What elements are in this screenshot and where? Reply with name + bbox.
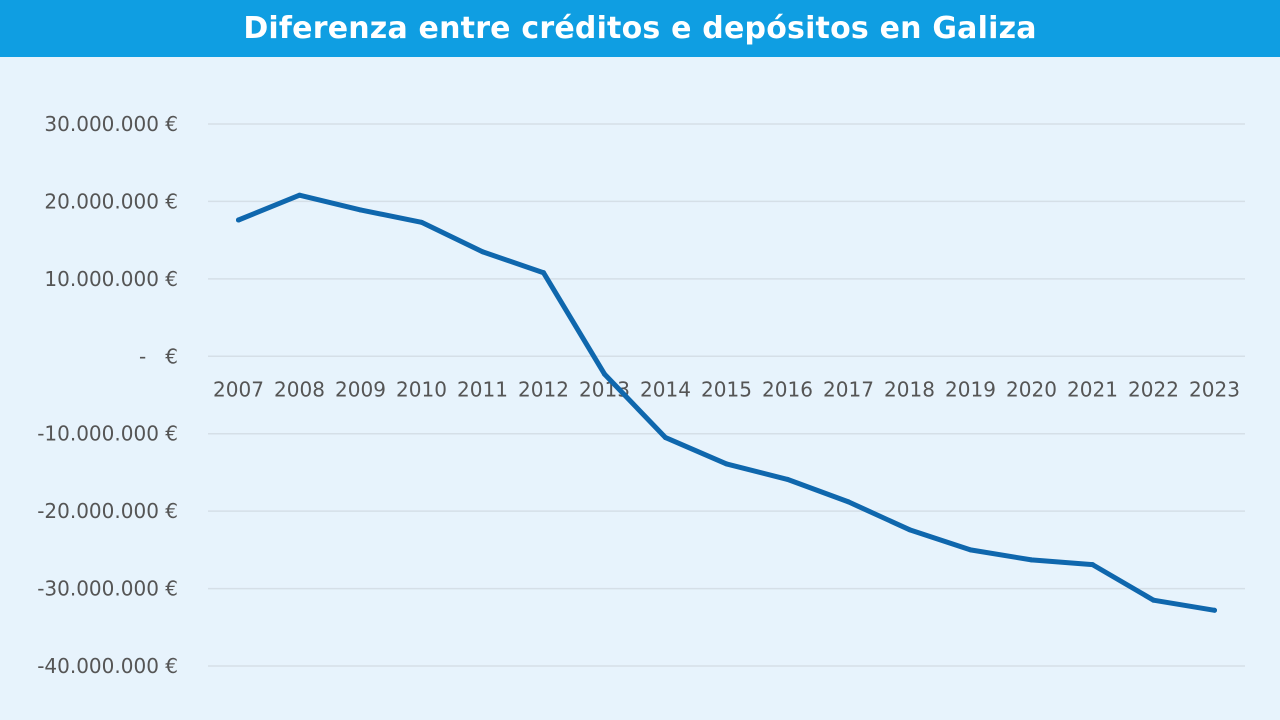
- grid-lines: [208, 123, 1245, 667]
- x-tick-label: 2014: [640, 377, 691, 401]
- x-tick-label: 2017: [823, 377, 874, 401]
- series-layer: [236, 192, 1217, 613]
- x-tick-label: 2020: [1006, 377, 1057, 401]
- x-tick-label: 2021: [1067, 377, 1118, 401]
- data-point: [602, 371, 607, 377]
- line-chart: 30.000.000 € 20.000.000 € 10.000.000 € - € -…: [37, 112, 1245, 678]
- data-point: [236, 217, 241, 223]
- x-tick-label: 2023: [1189, 377, 1240, 401]
- x-tick-label: 2016: [762, 377, 813, 401]
- chart-title: Diferenza entre créditos e depósitos en …: [243, 11, 1037, 46]
- data-point: [968, 547, 973, 553]
- data-point: [724, 461, 729, 467]
- y-axis-ticks: 30.000.000 € 20.000.000 € 10.000.000 € - € -…: [37, 112, 178, 678]
- x-axis-ticks: 2007 2008 2009 2010 2011 2012 2013 2014 2015 2016…: [213, 377, 1240, 401]
- data-point: [419, 219, 424, 225]
- y-tick-label: - €: [139, 344, 178, 368]
- data-point: [1151, 597, 1156, 603]
- data-point: [663, 435, 668, 441]
- data-point: [846, 499, 851, 505]
- y-tick-label: -10.000.000 €: [37, 422, 178, 446]
- chart-title-bar: Diferenza entre créditos e depósitos en …: [0, 0, 1280, 57]
- data-point: [480, 249, 485, 255]
- data-point: [1212, 607, 1217, 613]
- series-line: [236, 192, 1217, 613]
- y-tick-label: 20.000.000 €: [44, 189, 178, 213]
- data-point: [358, 207, 363, 213]
- x-tick-label: 2022: [1128, 377, 1179, 401]
- y-tick-label: -20.000.000 €: [37, 499, 178, 523]
- x-tick-label: 2008: [274, 377, 325, 401]
- data-point: [541, 270, 546, 276]
- x-tick-label: 2018: [884, 377, 935, 401]
- x-tick-label: 2009: [335, 377, 386, 401]
- y-tick-label: -40.000.000 €: [37, 654, 178, 678]
- data-point: [785, 476, 790, 482]
- x-tick-label: 2019: [945, 377, 996, 401]
- data-point: [1029, 557, 1034, 563]
- x-tick-label: 2015: [701, 377, 752, 401]
- data-point: [1090, 562, 1095, 568]
- y-tick-label: 30.000.000 €: [44, 112, 178, 136]
- y-tick-label: -30.000.000 €: [37, 577, 178, 601]
- data-point: [907, 527, 912, 533]
- y-tick-label: 10.000.000 €: [44, 267, 178, 291]
- x-tick-label: 2011: [457, 377, 508, 401]
- x-tick-label: 2007: [213, 377, 264, 401]
- x-tick-label: 2010: [396, 377, 447, 401]
- x-tick-label: 2012: [518, 377, 569, 401]
- data-point: [297, 192, 302, 198]
